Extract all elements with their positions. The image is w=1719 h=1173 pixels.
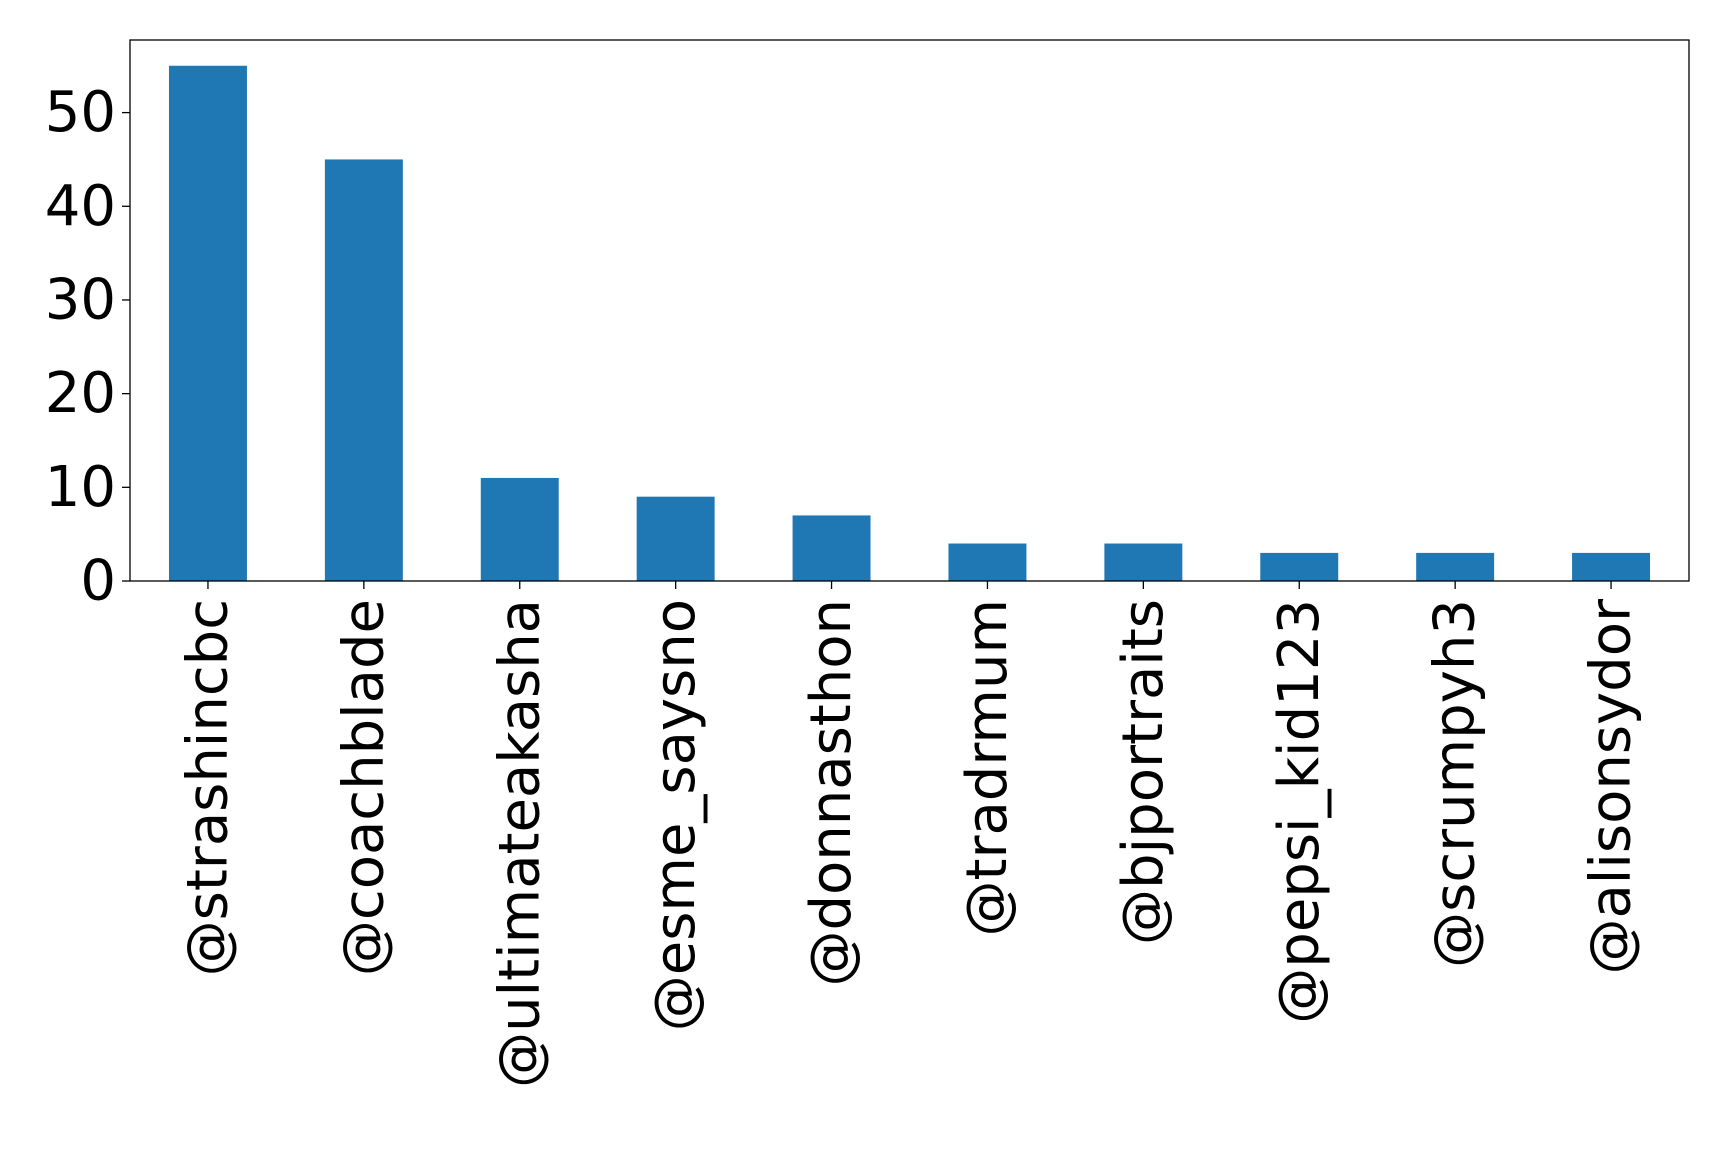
bar (636, 496, 715, 581)
y-tick-label: 40 (45, 174, 116, 239)
bar (1416, 552, 1495, 581)
bars-group (168, 65, 1651, 581)
x-tick-label: @bjportraits (1111, 599, 1176, 945)
y-tick-label: 20 (45, 361, 116, 426)
x-tick-label: @alisonsydor (1579, 598, 1644, 974)
bar (168, 65, 247, 581)
x-tick-label: @strashincbc (175, 599, 240, 976)
plot-frame (129, 39, 1690, 582)
x-tick-label: @scrumpyh3 (1423, 599, 1488, 968)
bar (324, 159, 403, 581)
bar (948, 543, 1027, 581)
x-tick-label: @ultimateakasha (487, 599, 552, 1088)
bar (1104, 543, 1183, 581)
y-tick-label: 0 (80, 549, 116, 614)
y-tick-label: 30 (45, 267, 116, 332)
bar (1260, 552, 1339, 581)
bar (792, 515, 871, 581)
bar (480, 477, 559, 581)
bar (1572, 552, 1651, 581)
y-axis: 0 10 20 30 40 50 (45, 80, 130, 614)
x-tick-label: @coachblade (331, 599, 396, 976)
x-tick-label: @donnasthon (799, 599, 864, 987)
y-tick-label: 10 (45, 455, 116, 520)
x-tick-label: @pepsi_kid123 (1267, 599, 1332, 1024)
x-tick-label: @tradrmum (955, 599, 1020, 936)
y-tick-label: 50 (45, 80, 116, 145)
x-tick-label: @esme_saysno (643, 599, 708, 1031)
x-axis: @strashincbc @coachblade @ultimateakasha @e… (175, 581, 1644, 1088)
